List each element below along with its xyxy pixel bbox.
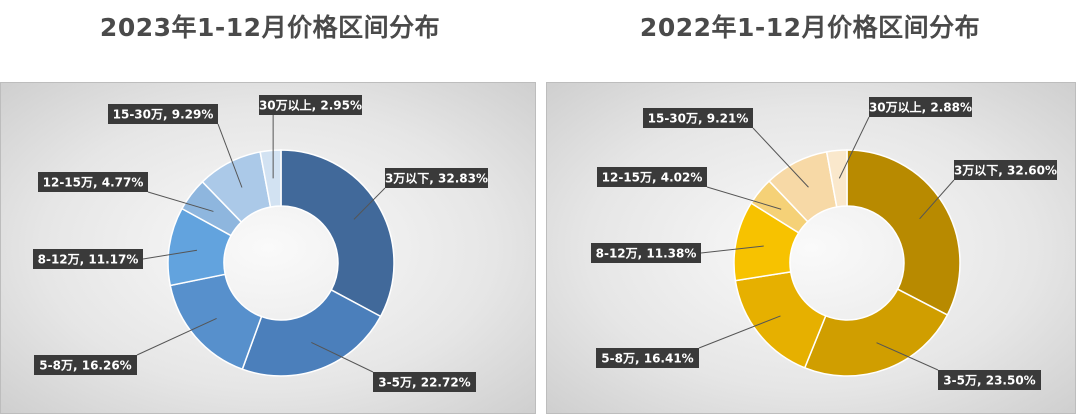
donut-slice-2023-0 xyxy=(280,149,395,318)
data-label-3-2022: 3万以下, 32.60% xyxy=(954,160,1057,180)
data-label-text: 8-12万, 11.38% xyxy=(596,247,697,261)
chart-title-2023: 2023年1-12月价格区间分布 xyxy=(99,13,441,42)
donut-chart-2023: 3万以下, 32.83% 3-5万, 22.72% 5-8万, 16.26% 8-12… xyxy=(33,95,488,392)
donut-slice-2023-1 xyxy=(241,288,382,377)
chart-area-2023: 3万以下, 32.83% 3-5万, 22.72% 5-8万, 16.26% 8-12… xyxy=(0,82,536,414)
data-label-3-5-2022: 3-5万, 23.50% xyxy=(938,370,1041,390)
label-leader-line xyxy=(876,342,939,371)
label-leader-line xyxy=(311,341,374,373)
data-label-text: 12-15万, 4.77% xyxy=(43,176,144,190)
label-leader-line xyxy=(838,116,870,179)
data-label-box xyxy=(596,348,699,368)
data-label-box xyxy=(591,243,701,263)
data-label-box xyxy=(385,168,488,188)
data-label-text: 30万以上, 2.95% xyxy=(259,98,362,113)
data-label-box xyxy=(259,95,362,115)
data-label-box xyxy=(938,370,1041,390)
data-label-text: 3-5万, 22.72% xyxy=(378,376,470,390)
data-label-5-8-2022: 5-8万, 16.41% xyxy=(596,348,699,368)
data-label-text: 8-12万, 11.17% xyxy=(38,253,139,267)
data-label-box xyxy=(869,97,972,117)
label-leader-line xyxy=(136,318,217,356)
chart-title-2022: 2022年1-12月价格区间分布 xyxy=(639,13,981,42)
chart-panel-2022: 2022年1-12月价格区间分布 3万以下, 32.60% 3-5万, 23.50… xyxy=(540,0,1080,417)
data-label-box xyxy=(373,372,476,392)
data-label-text: 3万以下, 32.83% xyxy=(385,172,488,186)
data-label-8-12-2023: 8-12万, 11.17% xyxy=(33,249,143,269)
data-label-15-30-2022: 15-30万, 9.21% xyxy=(643,108,753,128)
donut-slice-2022-1 xyxy=(803,288,949,377)
data-label-box xyxy=(38,172,148,192)
data-label-30-2023: 30万以上, 2.95% xyxy=(259,95,362,115)
data-label-text: 15-30万, 9.29% xyxy=(113,108,214,122)
chart-panel-2023: 2023年1-12月价格区间分布 3万以下, 32.83% 3-5万, 22.72… xyxy=(0,13,536,414)
data-label-box xyxy=(954,160,1057,180)
data-label-text: 3万以下, 32.60% xyxy=(954,164,1057,178)
label-leader-line xyxy=(142,249,198,260)
data-label-box xyxy=(34,355,137,375)
data-label-15-30-2023: 15-30万, 9.29% xyxy=(108,104,218,124)
data-label-text: 5-8万, 16.26% xyxy=(39,359,131,373)
label-leader-line xyxy=(353,187,386,220)
data-label-box xyxy=(643,108,753,128)
data-label-3-5-2023: 3-5万, 22.72% xyxy=(373,372,476,392)
label-leader-line xyxy=(698,315,781,349)
data-label-12-15-2023: 12-15万, 4.77% xyxy=(38,172,148,192)
data-label-text: 3-5万, 23.50% xyxy=(943,374,1035,388)
data-label-3-2023: 3万以下, 32.83% xyxy=(385,168,488,188)
data-label-text: 5-8万, 16.41% xyxy=(601,352,693,366)
data-label-8-12-2022: 8-12万, 11.38% xyxy=(591,243,701,263)
label-leader-line xyxy=(147,191,214,212)
data-label-12-15-2022: 12-15万, 4.02% xyxy=(597,167,707,187)
label-leader-line xyxy=(217,123,243,188)
data-label-text: 30万以上, 2.88% xyxy=(869,100,972,115)
data-label-box xyxy=(108,104,218,124)
chart-area-2022: 3万以下, 32.60% 3-5万, 23.50% 5-8万, 16.41% 8-12… xyxy=(546,82,1076,414)
data-label-text: 12-15万, 4.02% xyxy=(602,171,703,185)
donut-slice-2022-0 xyxy=(846,149,961,316)
label-leader-line xyxy=(919,179,955,220)
label-leader-line xyxy=(706,186,782,210)
data-label-5-8-2023: 5-8万, 16.26% xyxy=(34,355,137,375)
donut-slice-2022-6 xyxy=(825,149,848,208)
label-leader-line xyxy=(752,127,809,188)
data-label-box xyxy=(33,249,143,269)
data-label-box xyxy=(597,167,707,187)
label-leader-line xyxy=(700,245,764,254)
data-label-30-2022: 30万以上, 2.88% xyxy=(869,97,972,117)
donut-chart-2022: 3万以下, 32.60% 3-5万, 23.50% 5-8万, 16.41% 8-12… xyxy=(591,97,1057,390)
donut-slice-2023-2 xyxy=(169,273,263,371)
donut-slice-2023-6 xyxy=(259,149,282,208)
data-label-text: 15-30万, 9.21% xyxy=(648,112,749,126)
